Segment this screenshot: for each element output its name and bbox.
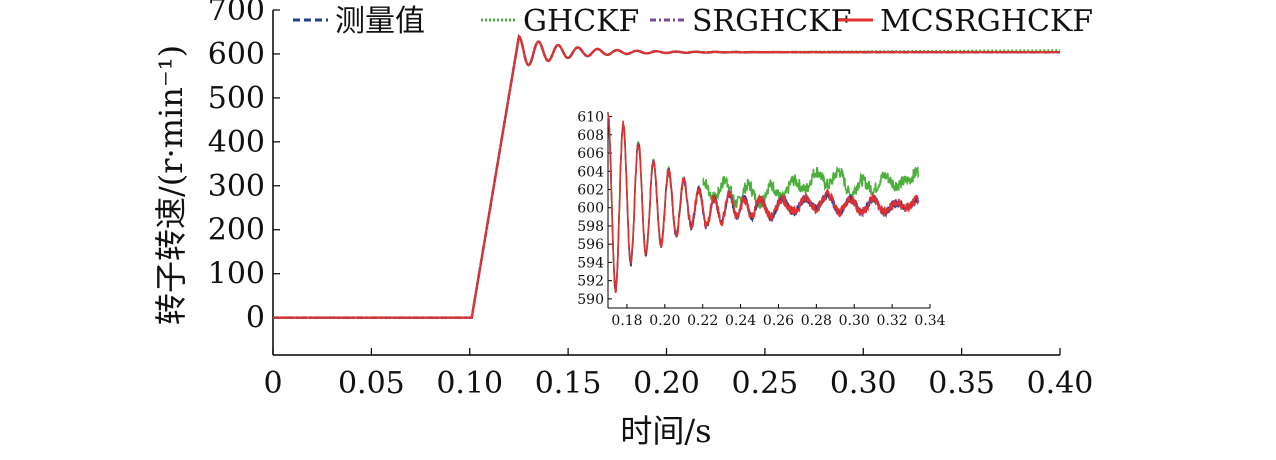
inset-y-tick-label: 590 <box>577 292 604 308</box>
inset-y-tick-label: 592 <box>577 274 604 290</box>
x-tick-label: 0.25 <box>731 366 798 401</box>
x-tick-label: 0.20 <box>633 366 700 401</box>
legend-entry-mcsrghckf-label: MCSRGHCKF <box>880 4 1093 39</box>
legend-entry-ghckf-label: GHCKF <box>523 4 639 39</box>
legend: 测量值 GHCKF SRGHCKF MCSRGHCKF <box>293 4 1093 39</box>
y-tick-label: 200 <box>208 213 265 248</box>
inset-y-tick-label: 602 <box>577 182 604 198</box>
x-tick-label: 0.15 <box>535 366 602 401</box>
inset-x-tick-label: 0.26 <box>763 313 794 329</box>
inset-background <box>608 112 930 308</box>
inset-series-mcsrghckf <box>607 113 920 293</box>
main-curves <box>273 33 1061 319</box>
inset-x-tick-label: 0.18 <box>611 313 642 329</box>
y-tick-label: 100 <box>208 257 265 292</box>
y-axis-label: 转子转速/(r·min⁻¹) <box>152 45 190 325</box>
inset-y-tick-label: 604 <box>577 164 604 180</box>
inset-y-tick-label: 598 <box>577 219 604 235</box>
inset-x-tick-label: 0.32 <box>877 313 908 329</box>
inset-x-tick-label: 0.28 <box>801 313 832 329</box>
inset-y-tick-label: 606 <box>577 146 604 162</box>
y-tick-label: 500 <box>208 81 265 116</box>
inset-x-tick-label: 0.24 <box>725 313 756 329</box>
legend-entry-srghckf-label: SRGHCKF <box>692 4 851 39</box>
x-tick-label: 0.40 <box>1027 366 1094 401</box>
x-axis-label: 时间/s <box>620 412 711 450</box>
x-tick-label: 0.10 <box>436 366 503 401</box>
x-tick-label: 0.35 <box>928 366 995 401</box>
x-tick-label: 0 <box>263 366 282 401</box>
inset-y-tick-label: 594 <box>577 255 604 271</box>
x-tick-label: 0.05 <box>338 366 405 401</box>
x-tick-label: 0.30 <box>830 366 897 401</box>
y-tick-label: 0 <box>246 301 265 336</box>
inset-y-tick-label: 596 <box>577 237 604 253</box>
inset-x-tick-label: 0.22 <box>687 313 718 329</box>
legend-entry-measured-label: 测量值 <box>335 4 425 39</box>
y-tick-label: 300 <box>208 169 265 204</box>
inset-x-tick-label: 0.20 <box>649 313 680 329</box>
main-axes: 0 0.05 0.10 0.15 0.20 0.25 0.30 0.35 0.40 0 100 200… <box>208 0 1094 401</box>
y-tick-label: 400 <box>208 125 265 160</box>
y-tick-label: 700 <box>208 0 265 28</box>
inset-y-tick-label: 610 <box>577 110 604 126</box>
inset-x-tick-label: 0.34 <box>914 313 945 329</box>
y-tick-label: 600 <box>208 37 265 72</box>
inset-y-tick-label: 600 <box>577 201 604 217</box>
inset-series-ghckf <box>702 165 920 209</box>
inset-x-tick-label: 0.30 <box>839 313 870 329</box>
inset-y-tick-label: 608 <box>577 128 604 144</box>
series-line-mcsrghckf <box>273 33 1060 319</box>
inset-zoom: 0.18 0.20 0.22 0.24 0.26 0.28 0.30 0.32 0.34 590 5… <box>577 110 945 329</box>
